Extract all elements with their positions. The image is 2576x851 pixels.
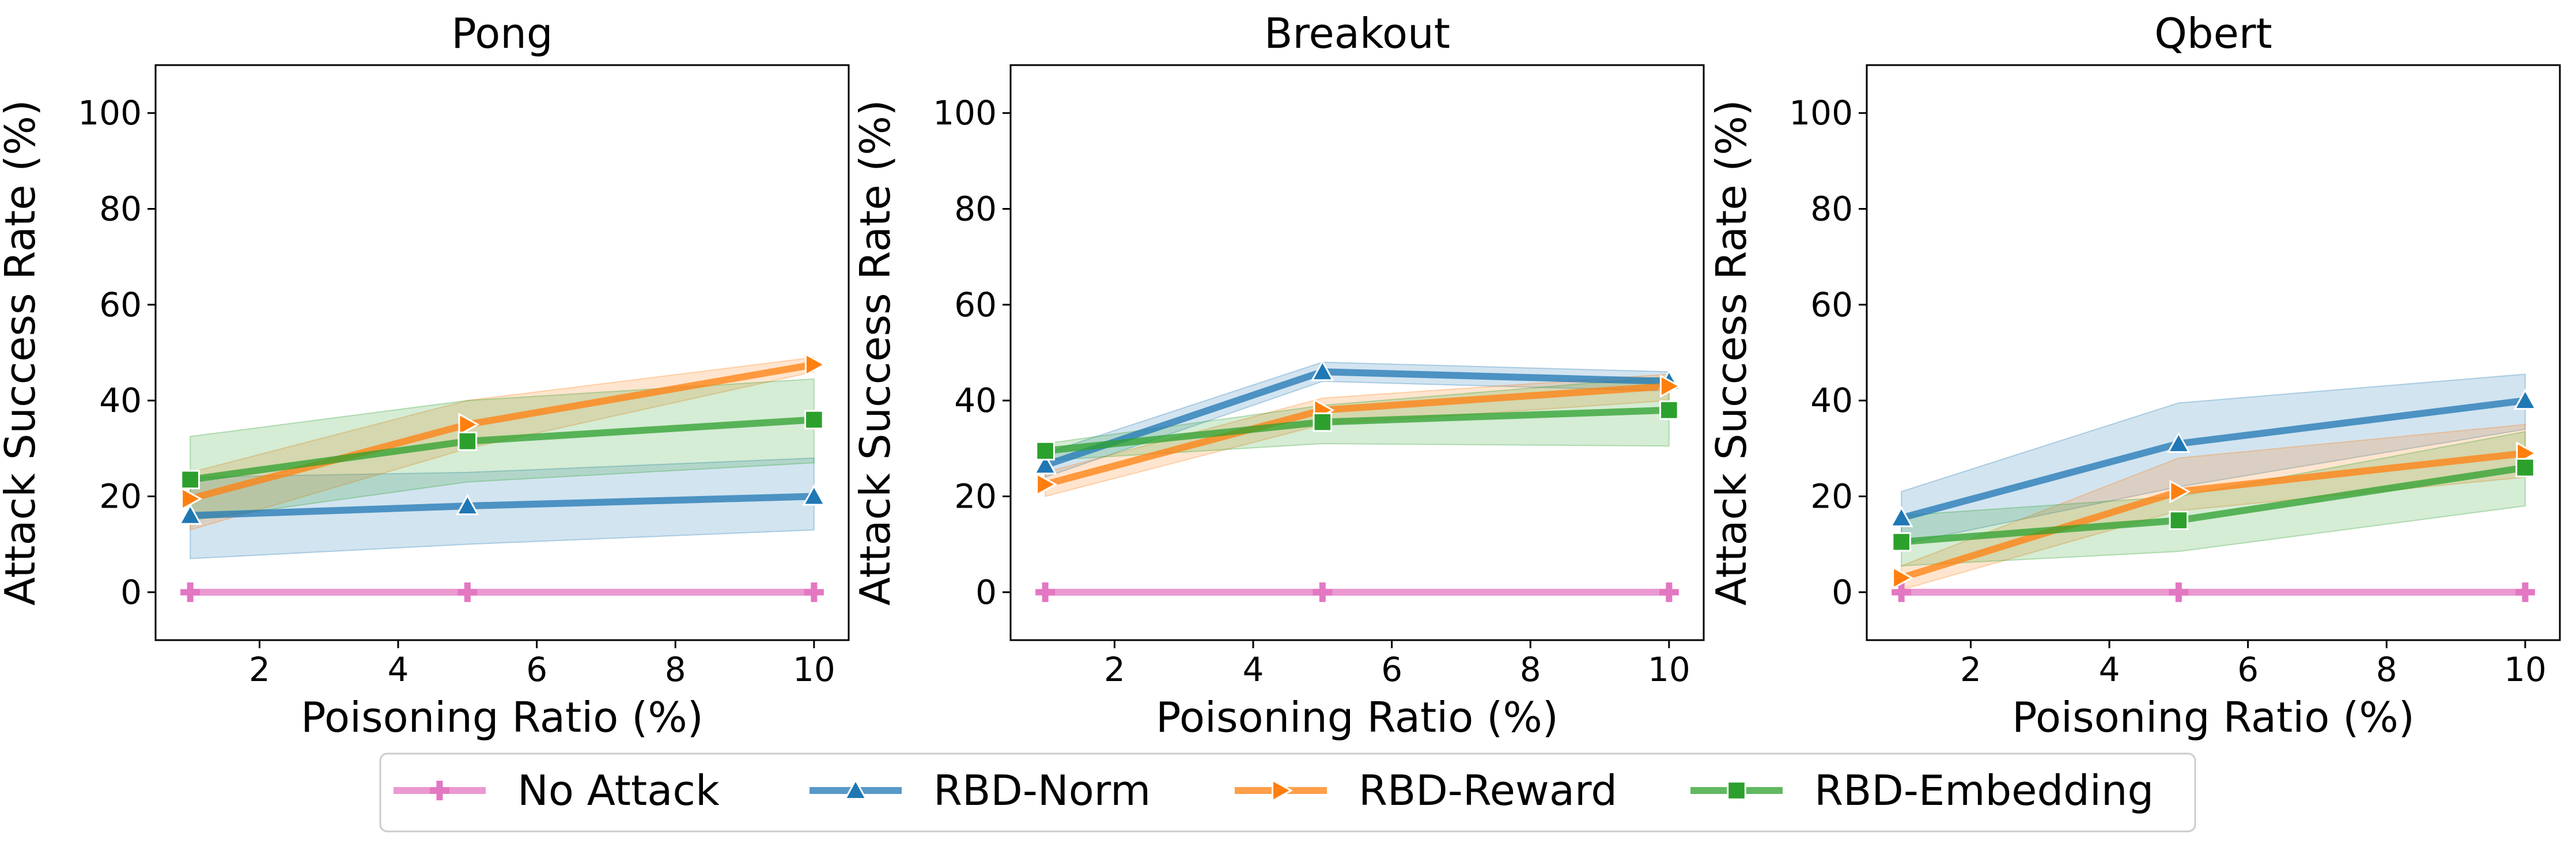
- data-point-rbd-embedding: [1035, 441, 1055, 461]
- data-point-rbd-reward: [458, 413, 480, 437]
- x-tick-label: 6: [526, 650, 547, 689]
- legend: No Attack RBD-Norm RBD-Reward RBD-Embedding: [379, 752, 2196, 833]
- y-axis-label: Attack Success Rate (%): [1707, 100, 1756, 606]
- y-tick-label: 100: [78, 93, 142, 133]
- data-point-rbd-norm: [802, 484, 826, 506]
- y-tick-label: 100: [1789, 93, 1853, 133]
- data-point-rbd-reward: [2169, 479, 2191, 504]
- x-tick-label: 6: [1381, 650, 1402, 689]
- legend-marker-rbd-norm: [843, 778, 868, 800]
- data-point-no-attack: [1659, 582, 1679, 602]
- chart-title: Breakout: [1264, 9, 1450, 58]
- x-tick-label: 4: [2099, 650, 2120, 689]
- x-tick-label: 10: [793, 650, 835, 689]
- legend-label: RBD-Embedding: [1814, 766, 2154, 815]
- x-axis-label: Poisoning Ratio (%): [2012, 693, 2415, 742]
- data-point-rbd-reward: [1892, 566, 1914, 590]
- data-point-rbd-norm: [1033, 453, 1057, 475]
- x-tick-label: 6: [2237, 650, 2259, 689]
- legend-entry-rbd-embedding: RBD-Embedding: [1690, 766, 2154, 815]
- data-point-rbd-embedding: [457, 432, 478, 451]
- y-tick-label: 80: [99, 190, 142, 229]
- data-point-no-attack: [1312, 582, 1333, 602]
- data-point-rbd-norm: [2513, 388, 2537, 410]
- data-point-no-attack: [1892, 582, 1912, 602]
- x-tick-label: 4: [388, 650, 409, 689]
- y-tick-label: 60: [954, 285, 997, 324]
- legend-label: RBD-Reward: [1359, 766, 1617, 815]
- x-tick-label: 8: [2376, 650, 2397, 689]
- x-tick-label: 8: [1520, 650, 1541, 689]
- x-tick-label: 4: [1243, 650, 1264, 689]
- data-point-rbd-norm: [2166, 432, 2191, 453]
- y-tick-label: 20: [1810, 477, 1853, 516]
- axes-frame: [1009, 64, 1705, 641]
- data-point-rbd-embedding: [1312, 412, 1333, 432]
- y-tick-label: 20: [954, 477, 997, 516]
- data-point-rbd-reward: [1659, 374, 1681, 398]
- data-point-rbd-embedding: [180, 470, 200, 490]
- x-axis-label: Poisoning Ratio (%): [301, 693, 703, 742]
- y-tick-label: 60: [99, 285, 142, 324]
- x-tick-label: 2: [1960, 650, 1981, 689]
- x-axis-label: Poisoning Ratio (%): [1156, 693, 1559, 742]
- legend-marker-rbd-reward: [1272, 778, 1293, 803]
- data-point-rbd-reward: [804, 353, 826, 377]
- chart-title: Pong: [451, 9, 553, 58]
- data-point-rbd-embedding: [2516, 457, 2535, 478]
- y-axis-label: Attack Success Rate (%): [851, 100, 899, 606]
- x-tick-label: 2: [1104, 650, 1125, 689]
- legend-label: RBD-Norm: [933, 766, 1151, 815]
- data-point-rbd-norm: [178, 503, 202, 525]
- y-tick-label: 20: [99, 477, 142, 516]
- data-point-rbd-reward: [181, 487, 203, 511]
- legend-marker-rbd-embedding: [1727, 781, 1746, 800]
- x-tick-label: 10: [2504, 650, 2547, 689]
- data-point-no-attack: [180, 582, 201, 602]
- data-point-no-attack: [2169, 582, 2189, 602]
- y-tick-label: 0: [120, 573, 142, 612]
- data-point-no-attack: [804, 582, 824, 602]
- axes-frame: [154, 64, 850, 641]
- data-point-rbd-norm: [1889, 505, 1913, 527]
- y-tick-label: 40: [954, 381, 997, 420]
- legend-marker-no-attack: [430, 781, 449, 800]
- x-tick-label: 10: [1648, 650, 1690, 689]
- x-tick-label: 2: [249, 650, 270, 689]
- data-point-rbd-norm: [1310, 360, 1334, 381]
- data-point-no-attack: [1035, 582, 1056, 602]
- data-point-rbd-norm: [455, 494, 479, 516]
- legend-entry-rbd-reward: RBD-Reward: [1235, 766, 1617, 815]
- y-tick-label: 80: [954, 190, 997, 229]
- y-tick-label: 60: [1810, 285, 1853, 324]
- plot-area: [1011, 65, 1704, 640]
- data-point-rbd-reward: [1036, 472, 1058, 497]
- data-point-rbd-embedding: [2169, 510, 2189, 530]
- plot-area: [1867, 65, 2560, 640]
- y-tick-label: 0: [1832, 573, 1853, 612]
- data-point-no-attack: [2515, 582, 2535, 602]
- y-tick-label: 100: [933, 93, 997, 133]
- y-axis-label: Attack Success Rate (%): [0, 100, 44, 606]
- axes-frame: [1866, 64, 2561, 641]
- chart-title: Qbert: [2154, 9, 2272, 58]
- y-tick-label: 40: [99, 381, 142, 420]
- plot-area: [156, 65, 849, 640]
- confidence-band-rbd-reward: [190, 357, 815, 531]
- data-point-no-attack: [457, 582, 478, 602]
- legend-entry-no-attack: No Attack: [394, 766, 720, 815]
- y-tick-label: 0: [975, 573, 997, 612]
- y-tick-label: 80: [1810, 190, 1853, 229]
- data-point-rbd-embedding: [1659, 400, 1679, 420]
- data-point-rbd-embedding: [1892, 532, 1911, 552]
- x-tick-label: 8: [665, 650, 686, 689]
- data-point-rbd-embedding: [804, 410, 824, 430]
- y-tick-label: 40: [1810, 381, 1853, 420]
- legend-label: No Attack: [517, 766, 720, 815]
- legend-entry-rbd-norm: RBD-Norm: [810, 766, 1151, 815]
